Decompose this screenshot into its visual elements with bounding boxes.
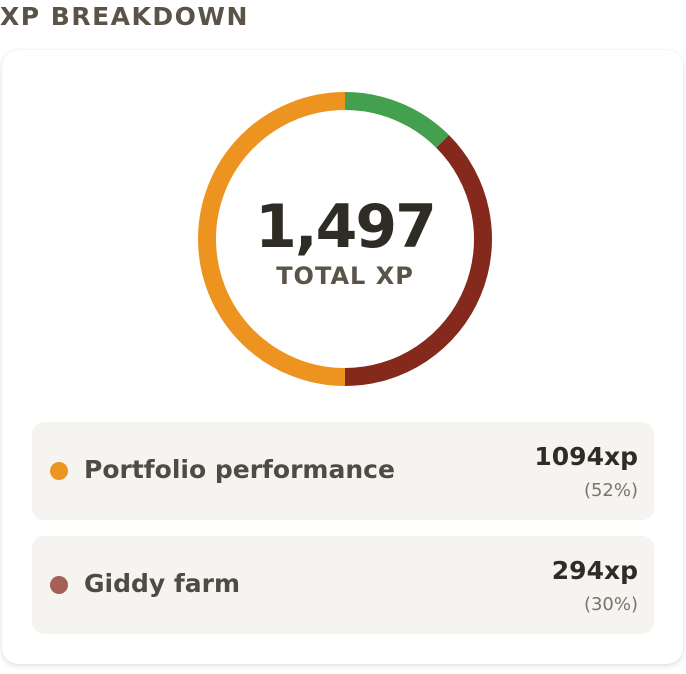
xp-breakdown-card: 1,497 TOTAL XP Portfolio performance 109… <box>2 50 683 664</box>
donut-slice-giddy-farm <box>344 135 492 386</box>
donut-slice-portfolio-performance <box>198 92 346 386</box>
donut-chart: 1,497 TOTAL XP <box>195 89 495 389</box>
legend-xp-value: 1094xp <box>534 442 638 471</box>
total-xp-label: TOTAL XP <box>276 262 414 290</box>
legend-label: Giddy farm <box>84 569 241 598</box>
legend-item-giddy-farm[interactable]: Giddy farm 294xp (30%) <box>32 536 654 634</box>
legend-label: Portfolio performance <box>84 455 395 484</box>
legend-dot-icon <box>50 462 68 480</box>
legend-percent: (52%) <box>583 480 638 501</box>
section-title: XP BREAKDOWN <box>0 2 249 31</box>
legend-percent: (30%) <box>583 594 638 615</box>
total-xp-value: 1,497 <box>255 192 437 262</box>
donut-svg <box>198 92 492 386</box>
legend-item-portfolio-performance[interactable]: Portfolio performance 1094xp (52%) <box>32 422 654 520</box>
legend-xp-value: 294xp <box>551 556 638 585</box>
legend-dot-icon <box>50 576 68 594</box>
donut-slice-green-segment <box>344 92 449 148</box>
